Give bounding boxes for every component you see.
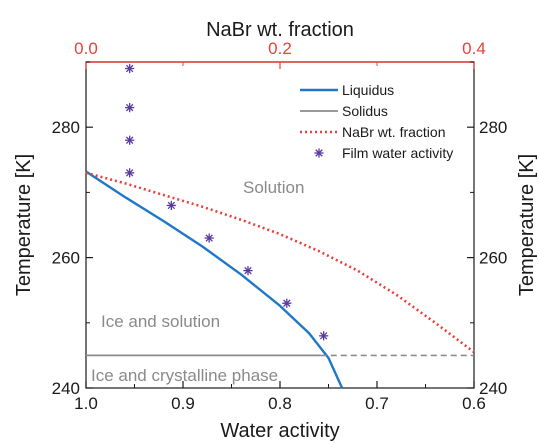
film-water-activity-point — [125, 168, 134, 177]
film-water-activity-point — [319, 331, 328, 340]
y-tick-label: 240 — [52, 379, 80, 398]
film-water-activity-point — [125, 64, 134, 73]
x-axis-ticks: 1.0 0.9 0.8 0.7 0.6 — [74, 381, 486, 413]
legend-label-nabr: NaBr wt. fraction — [342, 124, 445, 140]
right-tick-label: 240 — [479, 379, 507, 398]
plot-frame — [86, 62, 474, 388]
legend-label-liquidus: Liquidus — [342, 82, 394, 98]
legend: Liquidus Solidus NaBr wt. fraction Film … — [300, 82, 453, 161]
film-water-activity-point — [243, 266, 252, 275]
film-water-activity-point — [282, 299, 291, 308]
x-tick-label: 0.7 — [365, 394, 389, 413]
top-axis-title: NaBr wt. fraction — [206, 19, 354, 41]
top-tick-label: 0.2 — [268, 39, 292, 58]
y-tick-label: 280 — [52, 118, 80, 137]
y-tick-label: 260 — [52, 249, 80, 268]
film-water-activity-point — [205, 233, 214, 242]
right-tick-label: 260 — [479, 249, 507, 268]
film-water-activity-point — [125, 136, 134, 145]
annotation-ice-and-solution: Ice and solution — [101, 312, 220, 331]
legend-film-marker — [314, 148, 323, 157]
annotation-ice-and-crystalline: Ice and crystalline phase — [91, 366, 278, 385]
y-axis-title-right: Temperature [K] — [516, 154, 538, 296]
top-axis-ticks: 0.0 0.2 0.4 — [74, 39, 486, 69]
film-water-activity-point — [167, 201, 176, 210]
y-axis-title-left: Temperature [K] — [13, 154, 35, 296]
x-tick-label: 0.8 — [268, 394, 292, 413]
legend-label-film: Film water activity — [342, 145, 453, 161]
legend-swatch-film — [314, 148, 323, 157]
y-axis-ticks: 240 260 280 — [52, 62, 93, 398]
x-axis-title: Water activity — [220, 420, 339, 442]
legend-label-solidus: Solidus — [342, 103, 388, 119]
top-tick-label: 0.0 — [74, 39, 98, 58]
right-axis-ticks: 240 260 280 — [467, 62, 507, 398]
top-tick-label: 0.4 — [462, 39, 486, 58]
film-water-activity-point — [125, 103, 134, 112]
x-tick-label: 0.9 — [171, 394, 195, 413]
annotation-solution: Solution — [243, 178, 304, 197]
series-layer — [86, 64, 474, 388]
right-tick-label: 280 — [479, 118, 507, 137]
